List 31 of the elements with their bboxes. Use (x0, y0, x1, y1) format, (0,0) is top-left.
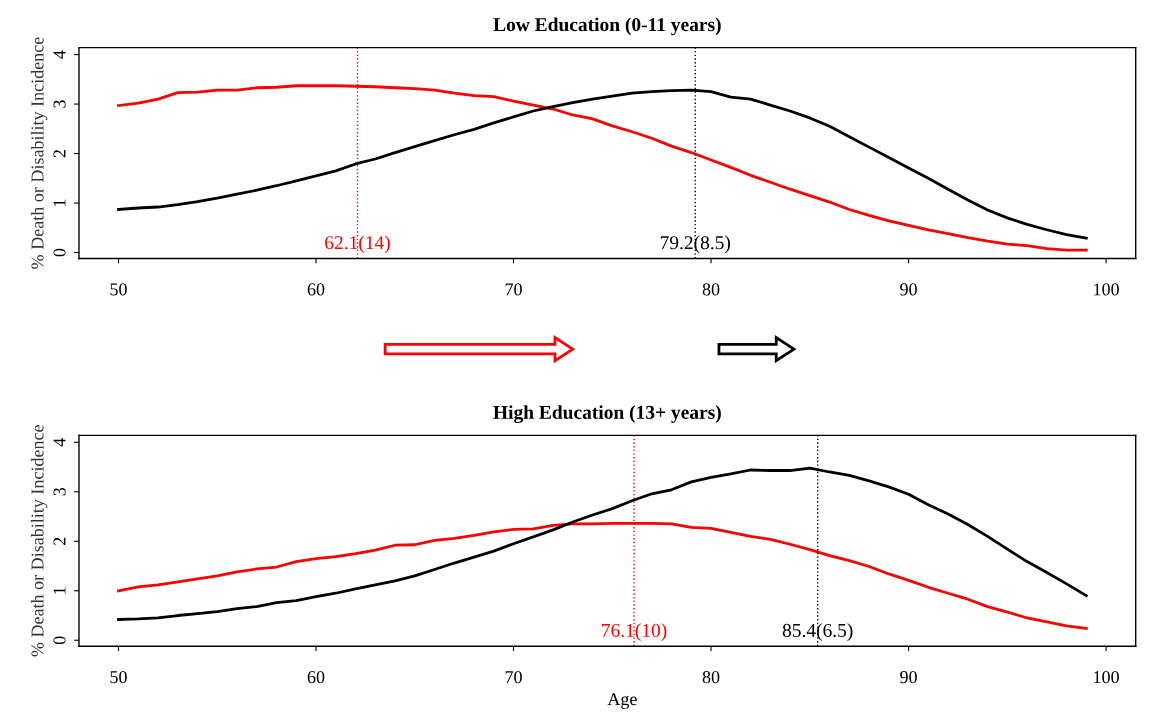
ref-line-label: 79.2(8.5) (660, 235, 731, 254)
x-tick-label: 100 (1094, 671, 1119, 684)
x-tick-label: 80 (702, 671, 720, 684)
y-tick-label: 0 (53, 636, 66, 645)
y-tick-label: 3 (53, 487, 66, 496)
x-tick-label: 90 (900, 283, 917, 296)
x-tick-label: 70 (505, 671, 522, 684)
y-tick-label: 2 (53, 150, 66, 158)
ref-line-label: 76.1(10) (602, 623, 667, 641)
ref-line-label: 85.4(6.5) (782, 623, 853, 641)
x-tick-label: 90 (900, 671, 917, 684)
y-tick-label: 1 (53, 587, 66, 594)
y-tick-label: 4 (53, 438, 66, 447)
y-tick-label: 4 (53, 50, 66, 59)
y-tick-label: 3 (53, 100, 66, 108)
x-tick-label: 50 (110, 671, 127, 684)
chart-title: Low Education (0-11 years) (493, 17, 721, 36)
x-tick-label: 60 (307, 283, 325, 296)
x-tick-label: 80 (702, 283, 720, 296)
ref-line-label: 62.1(14) (325, 235, 390, 254)
y-tick-label: 0 (53, 248, 66, 257)
y-tick-label: 2 (53, 537, 66, 545)
y-axis-title: % Death or Disability Incidence (30, 425, 48, 657)
x-axis-title: Age (607, 693, 637, 709)
x-tick-label: 50 (110, 283, 127, 296)
y-tick-label: 1 (53, 199, 66, 206)
x-tick-label: 70 (505, 283, 522, 296)
y-axis-title: % Death or Disability Incidence (30, 37, 48, 269)
chart-title: High Education (13+ years) (493, 405, 721, 423)
x-tick-label: 60 (307, 671, 325, 684)
x-tick-label: 100 (1094, 283, 1119, 296)
